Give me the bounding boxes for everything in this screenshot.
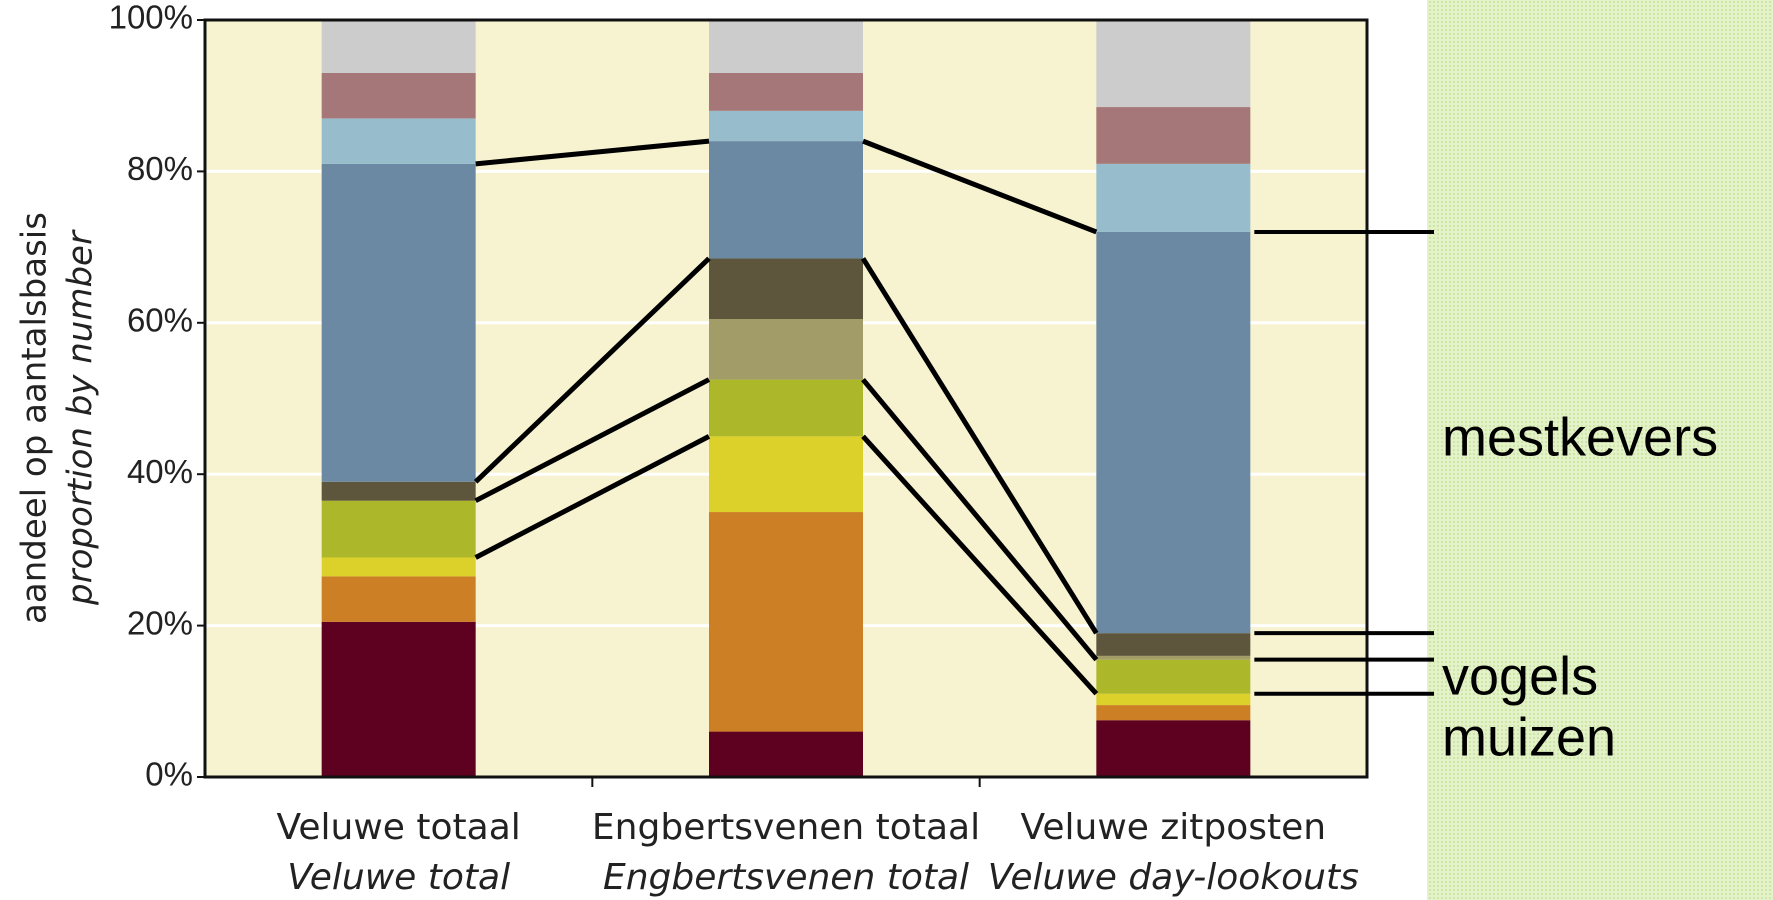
side-panel xyxy=(1427,0,1773,900)
bar-segment xyxy=(321,621,476,777)
connector xyxy=(861,434,1099,696)
y-tick-label: 80% xyxy=(127,150,193,187)
y-tick-label: 100% xyxy=(109,0,193,36)
connector xyxy=(475,138,710,167)
bar-segment xyxy=(1096,659,1251,694)
y-axis-label: aandeel op aantalsbasis xyxy=(15,212,55,624)
bar-segment xyxy=(321,163,476,482)
y-tick-label: 0% xyxy=(145,756,193,793)
bar-segment xyxy=(709,110,863,142)
bar-segment xyxy=(709,319,863,380)
x-tick-label-en: Veluwe total xyxy=(287,857,510,898)
bar-segment xyxy=(709,141,863,259)
bar-segment xyxy=(709,258,863,320)
x-tick-label: Veluwe zitposten xyxy=(1021,807,1327,848)
bar-segment xyxy=(321,72,476,119)
bar-segment xyxy=(709,72,863,111)
connector xyxy=(861,377,1099,662)
x-tick-label: Veluwe totaal xyxy=(277,807,521,848)
connector xyxy=(473,256,711,484)
bar-segment xyxy=(709,436,863,513)
connector xyxy=(474,377,711,503)
bar-segment xyxy=(321,557,476,577)
bar-segment xyxy=(1096,163,1251,232)
bar-segment xyxy=(1096,720,1251,777)
annotation: mestkevers xyxy=(1442,407,1718,467)
plot-frame xyxy=(203,18,1369,779)
bar-segment xyxy=(1096,693,1251,706)
y-tick-label: 20% xyxy=(127,604,193,641)
bar-segment xyxy=(321,576,476,622)
annotation: muizen xyxy=(1442,707,1616,767)
y-tick-label: 40% xyxy=(127,453,193,490)
x-tick-label-en: Engbertsvenen total xyxy=(603,857,969,898)
bar-segment xyxy=(1096,633,1251,656)
bar-segment xyxy=(321,481,476,501)
annotation: vogels xyxy=(1442,646,1598,706)
connector xyxy=(860,257,1099,635)
y-axis-label-en: proportion by number xyxy=(61,229,101,606)
connector xyxy=(862,138,1098,235)
bar-segment xyxy=(709,379,863,437)
x-tick-label: Engbertsvenen totaal xyxy=(592,807,980,848)
bar-segment xyxy=(321,20,476,73)
bar-segment xyxy=(1096,107,1251,164)
connector xyxy=(474,434,711,560)
bar-segment xyxy=(709,731,863,777)
x-tick-label-en: Veluwe day-lookouts xyxy=(988,857,1359,898)
bar-segment xyxy=(709,20,863,73)
bar-segment xyxy=(1096,20,1251,108)
bar-segment xyxy=(321,118,476,164)
y-tick-label: 60% xyxy=(127,302,193,339)
bar-segment xyxy=(1096,231,1251,634)
bar-segment xyxy=(1096,705,1251,721)
bar-segment xyxy=(709,512,863,732)
bar-segment xyxy=(1096,655,1251,660)
bar-segment xyxy=(321,500,476,558)
